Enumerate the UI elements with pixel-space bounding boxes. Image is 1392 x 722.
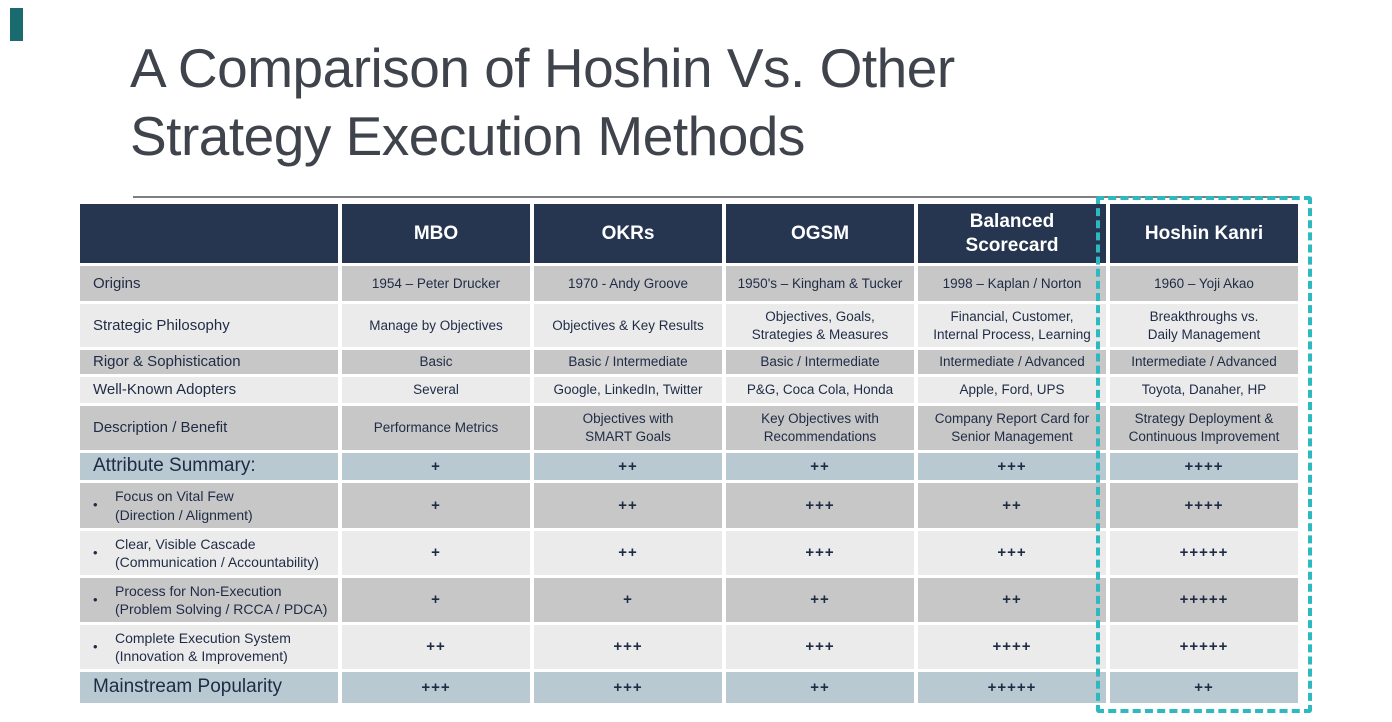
cell-well-known-adopters-mbo: Several [342, 377, 530, 403]
cell-attribute-summary-mbo: + [342, 453, 530, 480]
bullet-icon: • [93, 497, 98, 513]
cell-focus-on-vital-few-direction-alignment-balanced-scorecard: ++ [918, 483, 1106, 528]
cell-process-for-non-execution-problem-solving-rcca-pdca-hoshin-kanri: +++++ [1110, 578, 1298, 622]
cell-mainstream-popularity-okrs: +++ [534, 672, 722, 703]
cell-clear-visible-cascade-communication-accountability-mbo: + [342, 531, 530, 575]
cell-clear-visible-cascade-communication-accountability-balanced-scorecard: +++ [918, 531, 1106, 575]
cell-well-known-adopters-balanced-scorecard: Apple, Ford, UPS [918, 377, 1106, 403]
cell-strategic-philosophy-okrs: Objectives & Key Results [534, 304, 722, 347]
row-label-complete-execution-system-innovation-improvement: • Complete Execution System (Innovation &… [80, 625, 338, 669]
column-header-ogsm: OGSM [726, 204, 914, 263]
cell-attribute-summary-okrs: ++ [534, 453, 722, 480]
page-title-line2: Strategy Execution Methods [130, 105, 805, 168]
cell-strategic-philosophy-balanced-scorecard: Financial, Customer, Internal Process, L… [918, 304, 1106, 347]
cell-attribute-summary-ogsm: ++ [726, 453, 914, 480]
cell-complete-execution-system-innovation-improvement-okrs: +++ [534, 625, 722, 669]
cell-origins-okrs: 1970 - Andy Groove [534, 266, 722, 301]
column-header-hoshin-kanri: Hoshin Kanri [1110, 204, 1298, 263]
cell-mainstream-popularity-balanced-scorecard: +++++ [918, 672, 1106, 703]
row-label-strategic-philosophy: Strategic Philosophy [80, 304, 338, 347]
column-header-balanced-scorecard: Balanced Scorecard [918, 204, 1106, 263]
column-header-blank [80, 204, 338, 263]
cell-description-benefit-okrs: Objectives with SMART Goals [534, 406, 722, 450]
cell-description-benefit-hoshin-kanri: Strategy Deployment & Continuous Improve… [1110, 406, 1298, 450]
cell-process-for-non-execution-problem-solving-rcca-pdca-okrs: + [534, 578, 722, 622]
row-label-focus-on-vital-few-direction-alignment: • Focus on Vital Few (Direction / Alignme… [80, 483, 338, 528]
column-header-mbo: MBO [342, 204, 530, 263]
cell-rigor-sophistication-okrs: Basic / Intermediate [534, 350, 722, 374]
cell-mainstream-popularity-hoshin-kanri: ++ [1110, 672, 1298, 703]
cell-attribute-summary-hoshin-kanri: ++++ [1110, 453, 1298, 480]
row-label-text: Process for Non-Execution (Problem Solvi… [115, 582, 328, 617]
row-label-clear-visible-cascade-communication-accountability: • Clear, Visible Cascade (Communication /… [80, 531, 338, 575]
bullet-icon: • [93, 638, 98, 654]
row-label-text: Focus on Vital Few (Direction / Alignmen… [115, 488, 253, 523]
cell-rigor-sophistication-mbo: Basic [342, 350, 530, 374]
cell-clear-visible-cascade-communication-accountability-okrs: ++ [534, 531, 722, 575]
cell-complete-execution-system-innovation-improvement-mbo: ++ [342, 625, 530, 669]
teal-corner-mark [10, 8, 23, 41]
cell-focus-on-vital-few-direction-alignment-okrs: ++ [534, 483, 722, 528]
title-underline [133, 196, 1297, 198]
row-label-rigor-sophistication: Rigor & Sophistication [80, 350, 338, 374]
row-label-attribute-summary: Attribute Summary: [80, 453, 338, 480]
cell-mainstream-popularity-ogsm: ++ [726, 672, 914, 703]
row-label-well-known-adopters: Well-Known Adopters [80, 377, 338, 403]
comparison-table: MBO OKRs OGSM Balanced Scorecard Hoshin Kanr… [80, 204, 1298, 703]
cell-description-benefit-ogsm: Key Objectives with Recommendations [726, 406, 914, 450]
column-header-okrs: OKRs [534, 204, 722, 263]
cell-focus-on-vital-few-direction-alignment-ogsm: +++ [726, 483, 914, 528]
cell-origins-mbo: 1954 – Peter Drucker [342, 266, 530, 301]
cell-process-for-non-execution-problem-solving-rcca-pdca-balanced-scorecard: ++ [918, 578, 1106, 622]
cell-process-for-non-execution-problem-solving-rcca-pdca-mbo: + [342, 578, 530, 622]
cell-origins-hoshin-kanri: 1960 – Yoji Akao [1110, 266, 1298, 301]
cell-mainstream-popularity-mbo: +++ [342, 672, 530, 703]
cell-complete-execution-system-innovation-improvement-balanced-scorecard: ++++ [918, 625, 1106, 669]
cell-rigor-sophistication-hoshin-kanri: Intermediate / Advanced [1110, 350, 1298, 374]
cell-well-known-adopters-hoshin-kanri: Toyota, Danaher, HP [1110, 377, 1298, 403]
cell-well-known-adopters-okrs: Google, LinkedIn, Twitter [534, 377, 722, 403]
cell-well-known-adopters-ogsm: P&G, Coca Cola, Honda [726, 377, 914, 403]
cell-complete-execution-system-innovation-improvement-hoshin-kanri: +++++ [1110, 625, 1298, 669]
cell-origins-ogsm: 1950's – Kingham & Tucker [726, 266, 914, 301]
row-label-text: Complete Execution System (Innovation & … [115, 629, 291, 664]
cell-focus-on-vital-few-direction-alignment-hoshin-kanri: ++++ [1110, 483, 1298, 528]
cell-strategic-philosophy-ogsm: Objectives, Goals, Strategies & Measures [726, 304, 914, 347]
cell-description-benefit-balanced-scorecard: Company Report Card for Senior Managemen… [918, 406, 1106, 450]
row-label-text: Clear, Visible Cascade (Communication / … [115, 535, 319, 570]
bullet-icon: • [93, 591, 98, 607]
cell-process-for-non-execution-problem-solving-rcca-pdca-ogsm: ++ [726, 578, 914, 622]
row-label-origins: Origins [80, 266, 338, 301]
page-title: A Comparison of Hoshin Vs. Other Strategy… [130, 34, 955, 170]
cell-complete-execution-system-innovation-improvement-ogsm: +++ [726, 625, 914, 669]
row-label-mainstream-popularity: Mainstream Popularity [80, 672, 338, 703]
cell-strategic-philosophy-mbo: Manage by Objectives [342, 304, 530, 347]
cell-origins-balanced-scorecard: 1998 – Kaplan / Norton [918, 266, 1106, 301]
page-title-line1: A Comparison of Hoshin Vs. Other [130, 37, 955, 99]
cell-clear-visible-cascade-communication-accountability-hoshin-kanri: +++++ [1110, 531, 1298, 575]
row-label-description-benefit: Description / Benefit [80, 406, 338, 450]
cell-rigor-sophistication-balanced-scorecard: Intermediate / Advanced [918, 350, 1106, 374]
cell-clear-visible-cascade-communication-accountability-ogsm: +++ [726, 531, 914, 575]
cell-description-benefit-mbo: Performance Metrics [342, 406, 530, 450]
cell-attribute-summary-balanced-scorecard: +++ [918, 453, 1106, 480]
cell-rigor-sophistication-ogsm: Basic / Intermediate [726, 350, 914, 374]
cell-focus-on-vital-few-direction-alignment-mbo: + [342, 483, 530, 528]
bullet-icon: • [93, 544, 98, 560]
row-label-process-for-non-execution-problem-solving-rcca-pdca: • Process for Non-Execution (Problem Solv… [80, 578, 338, 622]
cell-strategic-philosophy-hoshin-kanri: Breakthroughs vs. Daily Management [1110, 304, 1298, 347]
